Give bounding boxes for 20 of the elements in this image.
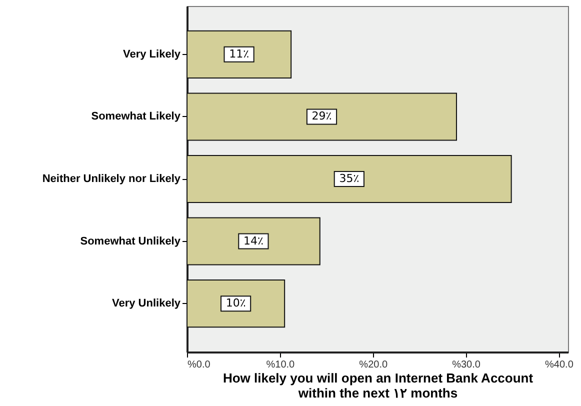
- data-label: 11٪: [229, 47, 250, 60]
- x-tick-label: %40.0: [545, 360, 574, 370]
- bar: [186, 30, 292, 78]
- data-label: 35٪: [339, 172, 360, 185]
- x-tick-label: %10.0: [266, 360, 296, 370]
- data-label: 10٪: [226, 296, 246, 310]
- x-tick-label: %0.0: [188, 360, 211, 370]
- data-label: 14٪: [243, 234, 264, 248]
- y-tick-label: Very Unlikely: [112, 298, 182, 310]
- bar: [186, 154, 512, 204]
- data-label: 29٪: [312, 110, 332, 123]
- bar: [186, 217, 320, 266]
- y-tick-label: Somewhat Unlikely: [80, 235, 182, 248]
- y-tick-label: Somewhat Likely: [91, 110, 182, 123]
- y-tick-label: Neither Unlikely nor Likely: [42, 173, 182, 185]
- x-tick-label: %20.0: [359, 360, 388, 370]
- x-tick-label: %30.0: [452, 360, 481, 370]
- y-tick-label: Very Likely: [123, 48, 182, 60]
- bar: [186, 92, 457, 141]
- bar: [186, 280, 286, 328]
